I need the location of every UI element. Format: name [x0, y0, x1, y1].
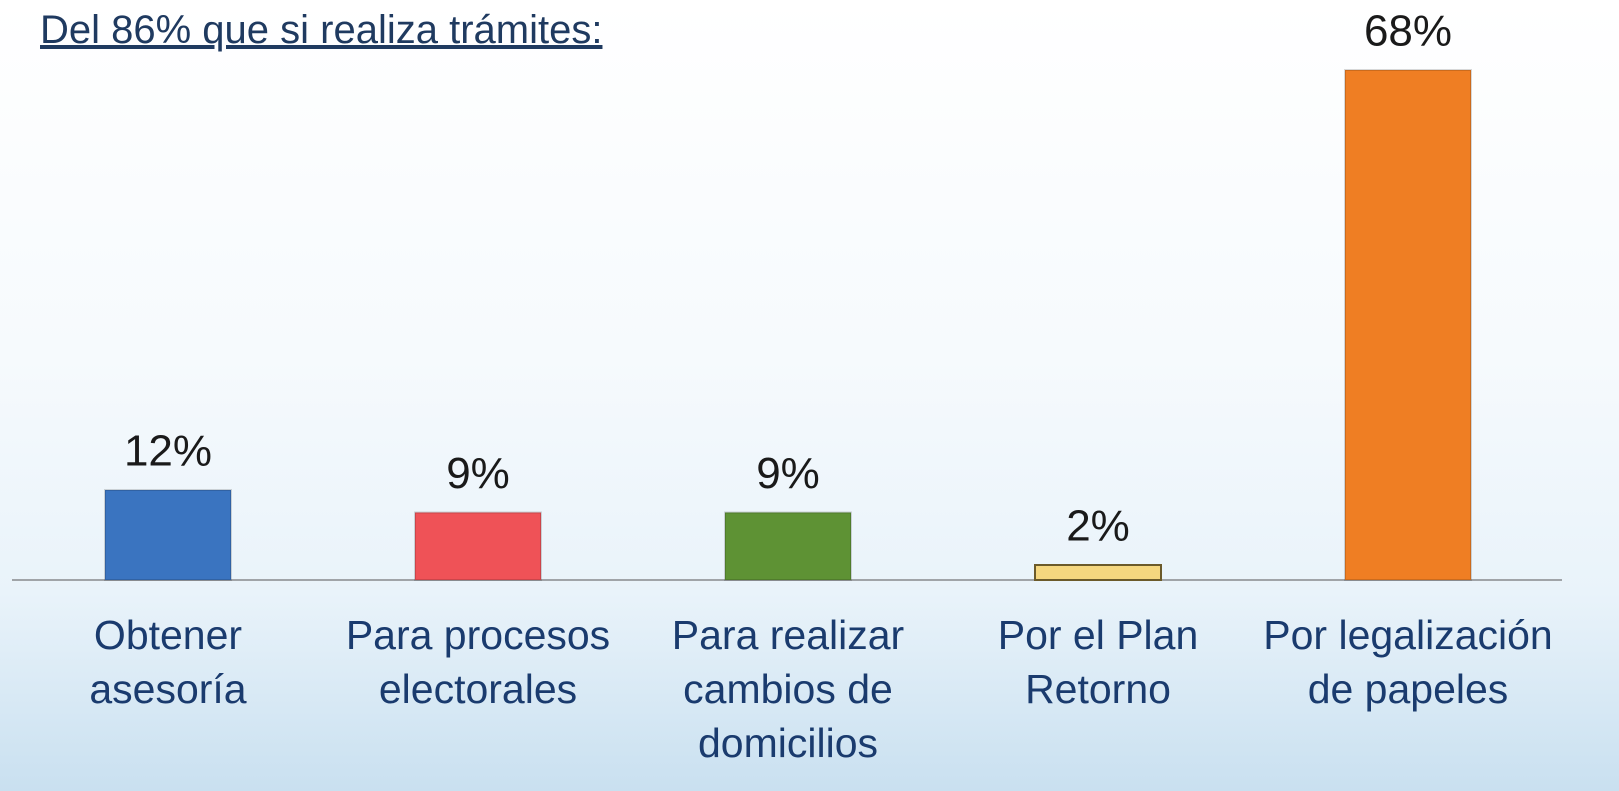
value-label: 9%	[446, 449, 510, 498]
category-label: Por el Plan Retorno	[997, 612, 1199, 712]
category-label: Por legalización de papeles	[1263, 612, 1553, 712]
category-label: Para procesos electorales	[345, 612, 611, 712]
bar	[414, 511, 542, 581]
category-label: Para realizar cambios de domicilios	[671, 612, 905, 766]
bar	[104, 489, 232, 581]
value-label: 2%	[1066, 502, 1130, 551]
bar	[724, 511, 852, 581]
chart-title: Del 86% que si realiza trámites:	[40, 8, 603, 52]
value-label: 9%	[756, 449, 820, 498]
value-label: 12%	[124, 427, 212, 476]
bar	[1034, 564, 1162, 581]
value-label: 68%	[1364, 7, 1452, 56]
category-label: Obtener asesoría	[89, 612, 247, 712]
bar	[1344, 69, 1472, 581]
